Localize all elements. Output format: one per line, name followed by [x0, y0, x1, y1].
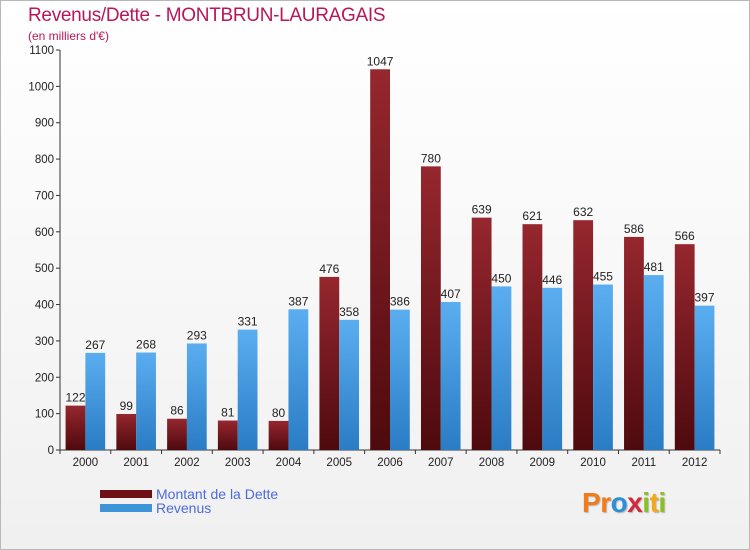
- logo-letter: x: [627, 487, 643, 518]
- y-tick-label: 400: [35, 300, 54, 312]
- bar-dette: [116, 414, 137, 450]
- y-tick-label: 200: [35, 372, 54, 384]
- bar-revenus: [491, 286, 512, 450]
- bar-dette: [624, 236, 644, 450]
- legend-item-dette: Montant de la Dette: [100, 486, 278, 502]
- bar-dette: [167, 418, 187, 450]
- x-tick-label: 2009: [530, 457, 556, 469]
- logo-letter: i: [658, 487, 666, 518]
- data-label: 386: [390, 295, 410, 309]
- bar-dette: [217, 420, 238, 450]
- bar-revenus: [542, 287, 563, 450]
- bar-dette: [370, 69, 390, 450]
- data-label: 450: [491, 271, 511, 285]
- x-tick-label: 2011: [631, 457, 656, 469]
- data-label: 632: [573, 205, 593, 219]
- x-tick-label: 2000: [73, 457, 99, 469]
- data-label: 1047: [367, 54, 394, 68]
- bar-dette: [674, 244, 695, 450]
- data-label: 81: [221, 406, 235, 420]
- bar-revenus: [390, 309, 410, 450]
- data-label: 566: [675, 229, 695, 243]
- bar-dette: [471, 217, 492, 450]
- x-tick-label: 2001: [123, 457, 149, 469]
- data-label: 621: [522, 209, 542, 223]
- x-tick-label: 2006: [377, 457, 403, 469]
- chart-bars: [65, 69, 715, 450]
- y-tick-label: 800: [35, 154, 54, 166]
- y-tick-label: 900: [35, 118, 54, 130]
- data-label: 455: [593, 270, 613, 284]
- y-tick-label: 0: [48, 445, 54, 457]
- x-tick-label: 2008: [479, 457, 505, 469]
- data-label: 586: [624, 222, 644, 236]
- proxiti-logo: Proxiti: [582, 487, 666, 519]
- data-label: 331: [238, 315, 258, 329]
- x-tick-label: 2007: [428, 457, 454, 469]
- data-label: 122: [65, 391, 85, 405]
- x-tick-label: 2005: [326, 457, 352, 469]
- logo-letter: t: [649, 487, 659, 518]
- y-tick-label: 300: [35, 336, 54, 348]
- logo-letter: i: [642, 487, 650, 518]
- bar-revenus: [85, 352, 106, 450]
- bar-dette: [319, 276, 340, 450]
- logo-letter: r: [600, 487, 611, 518]
- y-tick-label: 600: [35, 227, 54, 239]
- bar-revenus: [136, 352, 156, 450]
- legend-label-dette: Montant de la Dette: [156, 486, 279, 502]
- logo-letter: o: [610, 487, 628, 518]
- bar-revenus: [186, 343, 207, 450]
- data-label: 86: [170, 404, 184, 418]
- bar-dette: [65, 405, 86, 450]
- bar-revenus: [593, 284, 613, 450]
- y-tick-label: 1000: [28, 81, 54, 93]
- data-label: 293: [187, 328, 207, 342]
- data-label: 397: [694, 291, 714, 305]
- legend-item-revenus: Revenus: [100, 500, 211, 516]
- data-label: 407: [441, 287, 461, 301]
- y-tick-label: 700: [35, 190, 54, 202]
- data-label: 476: [319, 262, 339, 276]
- logo-letter: P: [582, 487, 601, 518]
- bar-dette: [420, 166, 441, 450]
- legend-swatch-revenus: [100, 504, 152, 512]
- data-label: 639: [472, 203, 492, 217]
- data-label: 387: [288, 294, 308, 308]
- data-label: 99: [120, 399, 134, 413]
- bar-revenus: [440, 302, 461, 450]
- data-label: 481: [644, 260, 664, 274]
- x-tick-label: 2012: [682, 457, 708, 469]
- bar-dette: [522, 224, 543, 450]
- chart-title: Revenus/Dette - MONTBRUN-LAURAGAIS: [28, 5, 386, 26]
- y-tick-label: 1100: [29, 45, 54, 57]
- x-tick-label: 2003: [225, 457, 251, 469]
- data-label: 267: [85, 338, 105, 352]
- bar-dette: [573, 220, 594, 450]
- data-label: 780: [421, 151, 441, 165]
- y-tick-label: 100: [35, 409, 54, 421]
- bar-revenus: [643, 275, 664, 450]
- x-tick-label: 2002: [174, 457, 200, 469]
- chart-subtitle: (en milliers d'€): [28, 29, 109, 43]
- data-label: 358: [339, 305, 359, 319]
- bar-revenus: [288, 309, 309, 450]
- data-label: 268: [136, 338, 156, 352]
- bar-revenus: [237, 329, 258, 450]
- y-tick-label: 500: [35, 263, 54, 275]
- legend-label-revenus: Revenus: [156, 500, 212, 516]
- bar-revenus: [339, 319, 360, 450]
- x-tick-label: 2010: [580, 457, 606, 469]
- x-tick-label: 2004: [276, 457, 302, 469]
- legend-swatch-dette: [100, 490, 152, 498]
- data-label: 446: [542, 273, 562, 287]
- data-label: 80: [272, 406, 286, 420]
- bar-dette: [268, 420, 289, 450]
- chart-value-labels: 122 99 86 81 80 476 1047 780 639 621 632 586 566 267 2…: [65, 54, 714, 420]
- bar-revenus: [694, 305, 715, 450]
- chart-axes: 0 100 200 300 400 500 600 700 800 900 1000 1100 2000…: [28, 45, 721, 469]
